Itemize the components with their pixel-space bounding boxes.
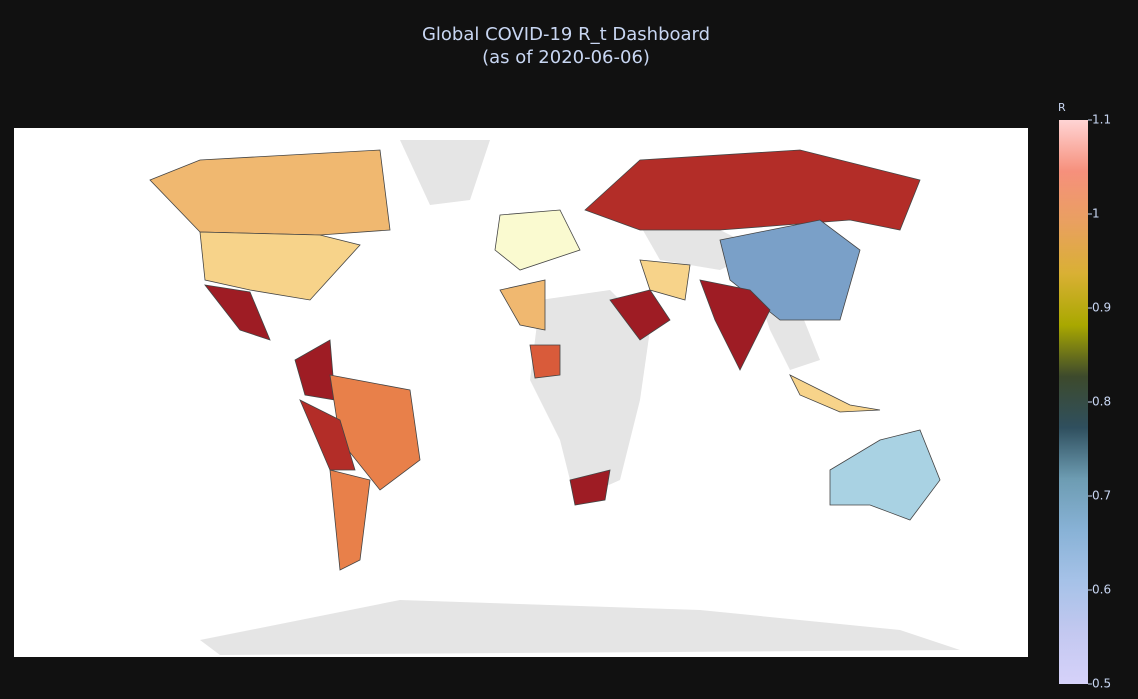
colorbar-tick-label: 1.1: [1092, 113, 1111, 127]
region: [569, 469, 611, 506]
colorbar-gradient: [1059, 120, 1088, 684]
region: [789, 374, 881, 413]
region: [584, 149, 921, 231]
southeast-asia: [760, 300, 820, 370]
region: [529, 344, 561, 379]
region: [699, 279, 771, 371]
region: [299, 399, 356, 471]
region: [829, 429, 941, 521]
subtitle: (as of 2020-06-06): [482, 47, 650, 68]
antarctica: [200, 600, 960, 655]
region: [639, 259, 691, 301]
africa: [530, 290, 650, 500]
colorbar-tick-label: 0.8: [1092, 395, 1111, 409]
colorbar-tick-label: 0.7: [1092, 489, 1111, 503]
region: [199, 231, 361, 301]
greenland: [400, 140, 490, 205]
region: [499, 279, 546, 331]
region: [329, 469, 371, 571]
title: Global COVID-19 R_t Dashboard: [422, 24, 710, 45]
region: [204, 284, 271, 341]
colorbar-tick-label: 0.9: [1092, 301, 1111, 315]
region: [494, 209, 581, 271]
colorbar-title: R: [1058, 101, 1066, 114]
colorbar: R 0.5 0.6 0.7 0.8 0.9 1 1.1: [1058, 101, 1111, 691]
colorbar-tick-label: 1: [1092, 207, 1100, 221]
colorbar-tick-label: 0.6: [1092, 583, 1111, 597]
map: [14, 128, 1028, 657]
colorbar-tick-label: 0.5: [1092, 677, 1111, 691]
region: [609, 289, 671, 341]
